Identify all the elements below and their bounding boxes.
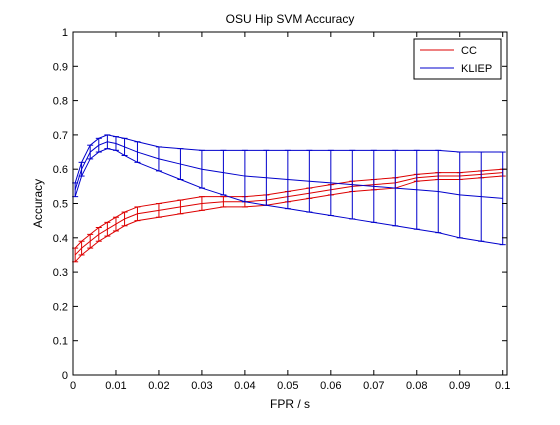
x-tick-label: 0.08	[406, 380, 427, 392]
y-tick-label: 0.2	[53, 301, 68, 313]
x-tick-label: 0.02	[148, 380, 169, 392]
legend: CC KLIEP	[413, 38, 502, 80]
series-kliep	[72, 134, 506, 246]
y-tick-label: 0.8	[53, 96, 68, 108]
x-tick-label: 0.03	[191, 380, 212, 392]
series-upper-bound	[74, 134, 503, 184]
plot-area	[73, 32, 507, 375]
chart-title: OSU Hip SVM Accuracy	[226, 12, 355, 26]
y-tick-label: 0.9	[53, 61, 68, 73]
x-tick-label: 0.05	[277, 380, 298, 392]
x-tick-label: 0	[70, 380, 76, 392]
y-tick-label: 0.6	[53, 164, 68, 176]
series-layer	[72, 134, 506, 263]
y-axis-label: Accuracy	[31, 179, 45, 228]
x-tick-label: 0.01	[105, 380, 126, 392]
series-lower-bound	[74, 148, 503, 246]
x-tick-label: 0.04	[234, 380, 255, 392]
series-line	[74, 141, 503, 199]
y-tick-label: 0	[62, 370, 68, 382]
legend-box	[413, 38, 502, 80]
y-tick-label: 0.3	[53, 267, 68, 279]
ticks-layer: 0 0.01 0.02 0.03 0.04 0.05 0.06 0.07 0.08 0.09 0.1…	[53, 27, 511, 392]
y-tick-label: 0.1	[53, 336, 68, 348]
x-tick-label: 0.09	[449, 380, 470, 392]
y-tick-label: 0.4	[53, 233, 68, 245]
legend-label-cc: CC	[461, 45, 477, 57]
y-tick-label: 0.7	[53, 130, 68, 142]
legend-label-kliep: KLIEP	[461, 63, 492, 75]
x-tick-label: 0.07	[363, 380, 384, 392]
x-tick-label: 0.06	[320, 380, 341, 392]
x-axis-label: FPR / s	[270, 397, 310, 411]
y-tick-label: 0.5	[53, 199, 68, 211]
y-tick-label: 1	[62, 27, 68, 39]
x-tick-label: 0.1	[495, 380, 510, 392]
